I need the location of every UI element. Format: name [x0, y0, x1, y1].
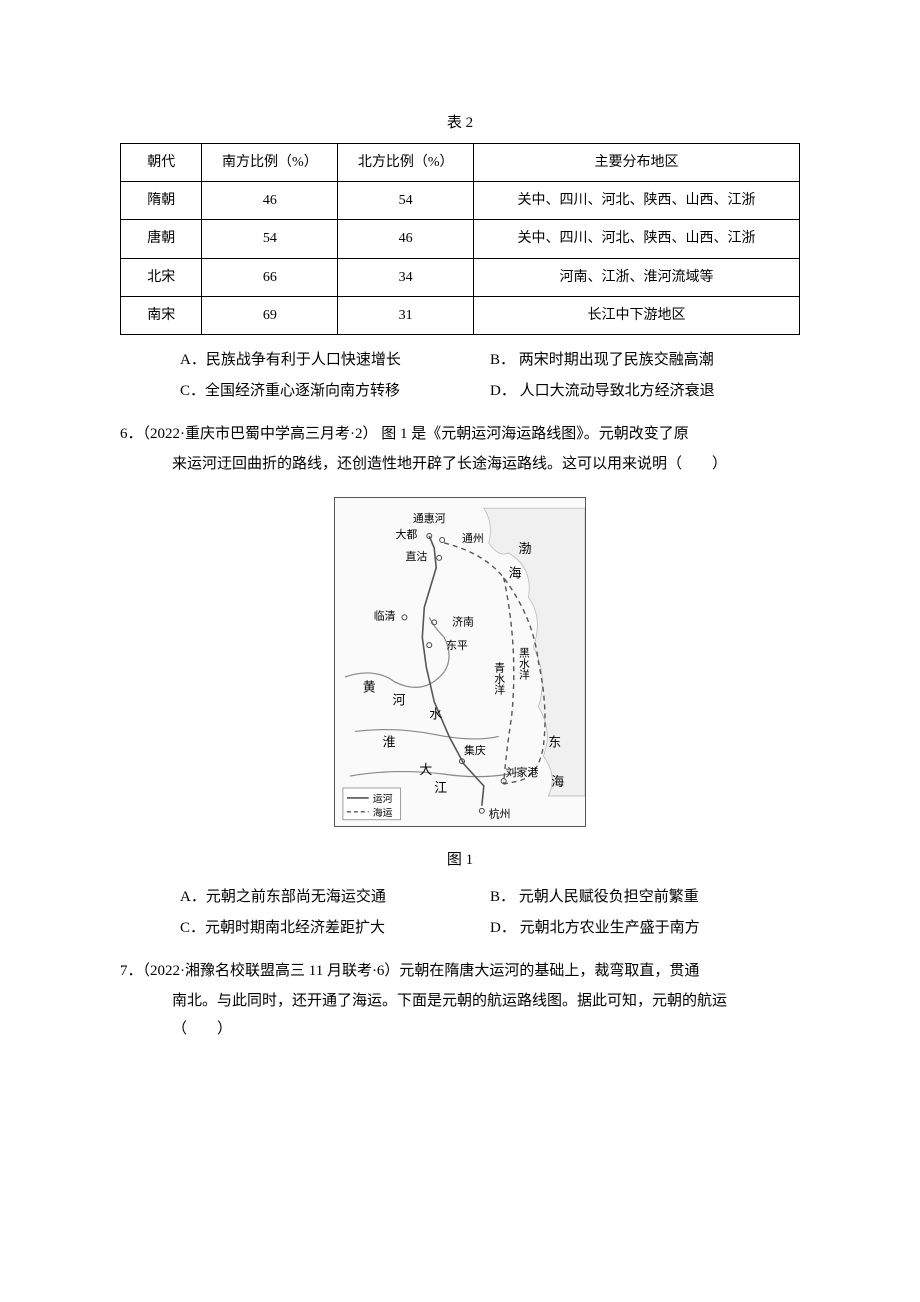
- label-dongping: 东平: [446, 639, 468, 652]
- label-da: 大: [419, 763, 432, 777]
- label-zhigu: 直沽: [405, 549, 427, 563]
- cell: 唐朝: [121, 220, 202, 258]
- cell: 34: [338, 258, 474, 296]
- q5-option-d: D． 人口大流动导致北方经济衰退: [490, 378, 800, 405]
- label-shui: 水: [429, 707, 442, 721]
- cell: 河南、江浙、淮河流域等: [474, 258, 800, 296]
- label-huang: 黄: [363, 681, 376, 695]
- label-hai2: 海: [551, 775, 564, 789]
- label-linqing: 临清: [374, 608, 396, 622]
- figure1-caption: 图 1: [120, 847, 800, 874]
- label-tonghui: 通惠河: [413, 511, 446, 525]
- label-hai1: 海: [509, 567, 522, 581]
- cell: 隋朝: [121, 182, 202, 220]
- q6-option-d: D． 元朝北方农业生产盛于南方: [490, 915, 800, 942]
- cell: 长江中下游地区: [474, 296, 800, 334]
- q6-line1: 6．（2022·重庆市巴蜀中学高三月考·2） 图 1 是《元朝运河海运路线图》。…: [120, 419, 800, 449]
- q6-option-b: B． 元朝人民赋役负担空前繁重: [490, 884, 800, 911]
- q5-options-row1: A．民族战争有利于人口快速增长 B． 两宋时期出现了民族交融高潮: [120, 347, 800, 374]
- cell: 54: [338, 182, 474, 220]
- q6-options-row2: C．元朝时期南北经济差距扩大 D． 元朝北方农业生产盛于南方: [120, 915, 800, 942]
- question-6: 6．（2022·重庆市巴蜀中学高三月考·2） 图 1 是《元朝运河海运路线图》。…: [120, 419, 800, 479]
- th-north: 北方比例（%）: [338, 144, 474, 182]
- table-row: 南宋 69 31 长江中下游地区: [121, 296, 800, 334]
- label-hangzhou: 杭州: [489, 807, 511, 821]
- figure1-wrap: 通惠河 大都 通州 直沽 渤 海 临清 济南 东平 黑水洋 青水洋 黄 河 水 …: [120, 497, 800, 837]
- question-7: 7．（2022·湘豫名校联盟高三 11 月联考·6）元朝在隋唐大运河的基础上，裁…: [120, 956, 800, 1043]
- label-tongzhou: 通州: [462, 532, 484, 545]
- table-header-row: 朝代 南方比例（%） 北方比例（%） 主要分布地区: [121, 144, 800, 182]
- q7-line1: 7．（2022·湘豫名校联盟高三 11 月联考·6）元朝在隋唐大运河的基础上，裁…: [120, 956, 800, 986]
- q5-option-c: C．全国经济重心逐渐向南方转移: [180, 378, 490, 405]
- map-figure: 通惠河 大都 通州 直沽 渤 海 临清 济南 东平 黑水洋 青水洋 黄 河 水 …: [334, 497, 586, 827]
- q5-option-b: B． 两宋时期出现了民族交融高潮: [490, 347, 800, 374]
- table2: 朝代 南方比例（%） 北方比例（%） 主要分布地区 隋朝 46 54 关中、四川…: [120, 143, 800, 335]
- th-dynasty: 朝代: [121, 144, 202, 182]
- label-dadu: 大都: [396, 527, 418, 541]
- label-dong: 东: [548, 735, 561, 749]
- q5-option-a: A．民族战争有利于人口快速增长: [180, 347, 490, 374]
- label-jiqing: 集庆: [464, 743, 486, 757]
- cell: 北宋: [121, 258, 202, 296]
- label-jinan: 济南: [452, 614, 474, 628]
- cell: 关中、四川、河北、陕西、山西、江浙: [474, 220, 800, 258]
- cell: 46: [202, 182, 338, 220]
- legend-canal: 运河: [373, 793, 393, 805]
- label-he: 河: [393, 694, 406, 708]
- legend-sea: 海运: [373, 806, 393, 819]
- table-row: 唐朝 54 46 关中、四川、河北、陕西、山西、江浙: [121, 220, 800, 258]
- label-liujiagang: 刘家港: [506, 765, 539, 779]
- q7-line2: 南北。与此同时，还开通了海运。下面是元朝的航运路线图。据此可知，元朝的航运: [120, 986, 800, 1016]
- q6-option-c: C．元朝时期南北经济差距扩大: [180, 915, 490, 942]
- table2-caption: 表 2: [120, 110, 800, 137]
- table-row: 隋朝 46 54 关中、四川、河北、陕西、山西、江浙: [121, 182, 800, 220]
- q6-options-row1: A．元朝之前东部尚无海运交通 B． 元朝人民赋役负担空前繁重: [120, 884, 800, 911]
- th-south: 南方比例（%）: [202, 144, 338, 182]
- cell: 69: [202, 296, 338, 334]
- label-qingshuiyang: 青水洋: [493, 662, 505, 695]
- q7-line3: （ ）: [120, 1016, 800, 1043]
- label-heishuiyang: 黑水洋: [517, 647, 529, 680]
- cell: 31: [338, 296, 474, 334]
- q6-line2: 来运河迂回曲折的路线，还创造性地开辟了长途海运路线。这可以用来说明（ ）: [120, 449, 800, 479]
- th-region: 主要分布地区: [474, 144, 800, 182]
- q5-options-row2: C．全国经济重心逐渐向南方转移 D． 人口大流动导致北方经济衰退: [120, 378, 800, 405]
- label-jiang: 江: [434, 781, 447, 795]
- cell: 66: [202, 258, 338, 296]
- label-bo: 渤: [519, 541, 532, 556]
- cell: 54: [202, 220, 338, 258]
- cell: 南宋: [121, 296, 202, 334]
- cell: 关中、四川、河北、陕西、山西、江浙: [474, 182, 800, 220]
- label-huai: 淮: [383, 735, 396, 749]
- cell: 46: [338, 220, 474, 258]
- q6-option-a: A．元朝之前东部尚无海运交通: [180, 884, 490, 911]
- table-row: 北宋 66 34 河南、江浙、淮河流域等: [121, 258, 800, 296]
